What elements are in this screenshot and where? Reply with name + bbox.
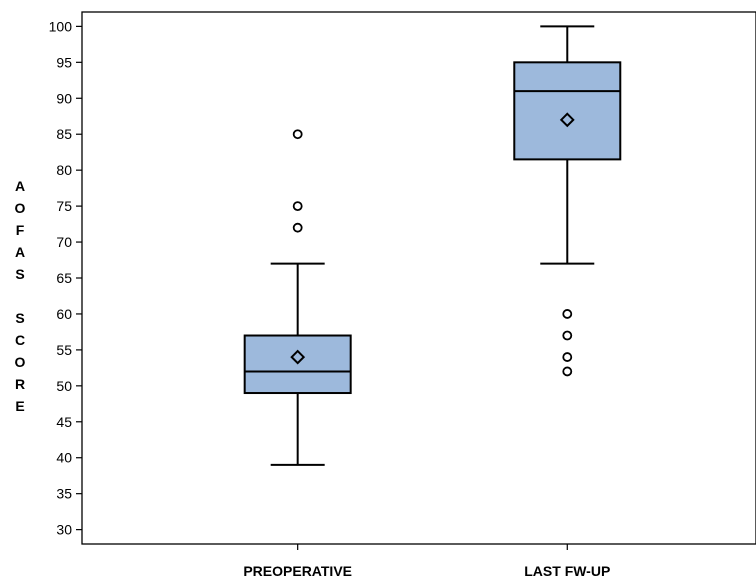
outlier-point (562, 352, 573, 362)
x-axis-ticks: PREOPERATIVE LAST FW-UP (243, 544, 610, 579)
y-axis-ticks: 30 35 40 45 50 55 60 65 70 75 80 85 90 95 100 (49, 18, 82, 538)
y-tick-label: 85 (56, 126, 72, 142)
y-tick-label: 35 (56, 486, 72, 502)
y-tick-label: 55 (56, 342, 72, 358)
outlier-point (292, 129, 303, 140)
y-axis-label-letter: S (15, 310, 24, 326)
outlier-point (292, 222, 303, 233)
y-axis-label-letter: O (15, 200, 26, 216)
box-2 (513, 25, 622, 377)
y-tick-label: 40 (56, 450, 72, 466)
outlier-point (562, 330, 573, 341)
y-axis-label-letter: E (15, 398, 24, 414)
y-tick-label: 50 (56, 378, 72, 394)
y-tick-label: 80 (56, 162, 72, 178)
plot-frame (81, 11, 756, 545)
y-axis-label-letter: F (16, 222, 25, 238)
boxes-group (243, 25, 622, 466)
outlier-point (562, 309, 573, 319)
y-tick-label: 60 (56, 306, 72, 322)
box-1 (243, 129, 352, 466)
y-tick-label: 45 (56, 414, 72, 430)
y-axis-label-letter: R (15, 376, 25, 392)
y-tick-label: 65 (56, 270, 72, 286)
y-axis-label-letter: A (15, 244, 25, 260)
y-tick-label: 90 (56, 90, 72, 106)
y-tick-label: 75 (56, 198, 72, 214)
y-axis-label-letter: C (15, 332, 25, 348)
x-category-label: PREOPERATIVE (243, 563, 352, 579)
y-tick-label: 95 (56, 54, 72, 70)
outlier-point (292, 201, 303, 212)
iqr-box (513, 61, 622, 161)
y-axis-label-letter: S (15, 266, 24, 282)
y-tick-label: 30 (56, 522, 72, 538)
y-axis-label-letter: O (15, 354, 26, 370)
y-tick-label: 100 (49, 18, 73, 34)
y-tick-label: 70 (56, 234, 72, 250)
x-category-label: LAST FW-UP (524, 563, 610, 579)
outlier-point (562, 366, 573, 377)
y-axis-label-letter: A (15, 178, 25, 194)
mean-marker (290, 349, 306, 365)
mean-marker (559, 112, 575, 128)
